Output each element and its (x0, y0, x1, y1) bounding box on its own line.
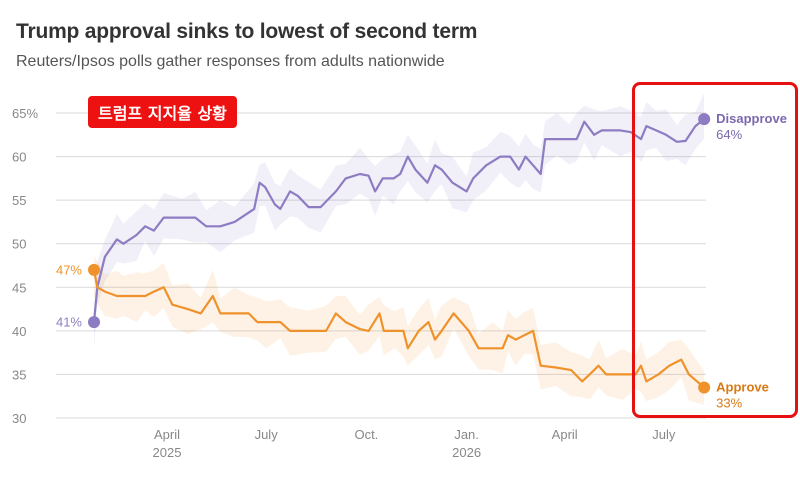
chart-subtitle: Reuters/Ipsos polls gather responses fro… (16, 53, 445, 70)
x-tick-label: April (154, 427, 180, 442)
approve-line (92, 269, 705, 389)
approve-series-name: Approve (716, 380, 769, 395)
grid-lines (56, 112, 706, 419)
x-axis-tick-labels: April 2025 July Oct. Jan. 2026 April July (153, 427, 676, 460)
y-tick-label: 45 (12, 280, 26, 295)
y-tick-label: 30 (12, 411, 26, 426)
highlight-box (632, 82, 798, 418)
disapprove-start-label: 41% (56, 315, 82, 330)
x-tick-label: Jan. (454, 427, 479, 442)
x-tick-year-label: 2026 (452, 445, 481, 460)
series-lines (92, 118, 705, 389)
chart-title: Trump approval sinks to lowest of second… (16, 20, 478, 43)
approve-end-label: 33% (716, 396, 742, 411)
y-tick-label: 40 (12, 324, 26, 339)
series-markers (88, 113, 711, 394)
disapprove-series-name: Disapprove (716, 111, 787, 126)
x-tick-label: July (255, 427, 279, 442)
approve-start-label: 47% (56, 262, 82, 277)
y-tick-label: 35 (12, 367, 26, 382)
y-tick-label: 60 (12, 150, 26, 165)
disapprove-confidence-band (94, 93, 705, 349)
x-tick-year-label: 2025 (153, 445, 182, 460)
disapprove-line (92, 118, 705, 323)
disapprove-end-marker (698, 113, 711, 126)
approve-end-marker (698, 381, 711, 394)
y-tick-label: 55 (12, 193, 26, 208)
x-tick-label: April (552, 427, 578, 442)
y-axis-tick-labels: 30 35 40 45 50 55 60 65% (12, 106, 38, 426)
x-tick-label: Oct. (354, 427, 378, 442)
approve-start-marker (88, 263, 100, 276)
disapprove-start-marker (88, 316, 100, 329)
disapprove-end-label: 64% (716, 127, 742, 142)
y-tick-label: 50 (12, 237, 26, 252)
confidence-bands (94, 93, 705, 405)
annotation-badge: 트럼프 지지율 상황 (88, 96, 237, 128)
x-tick-label: July (652, 427, 676, 442)
y-tick-label: 65% (12, 106, 38, 121)
